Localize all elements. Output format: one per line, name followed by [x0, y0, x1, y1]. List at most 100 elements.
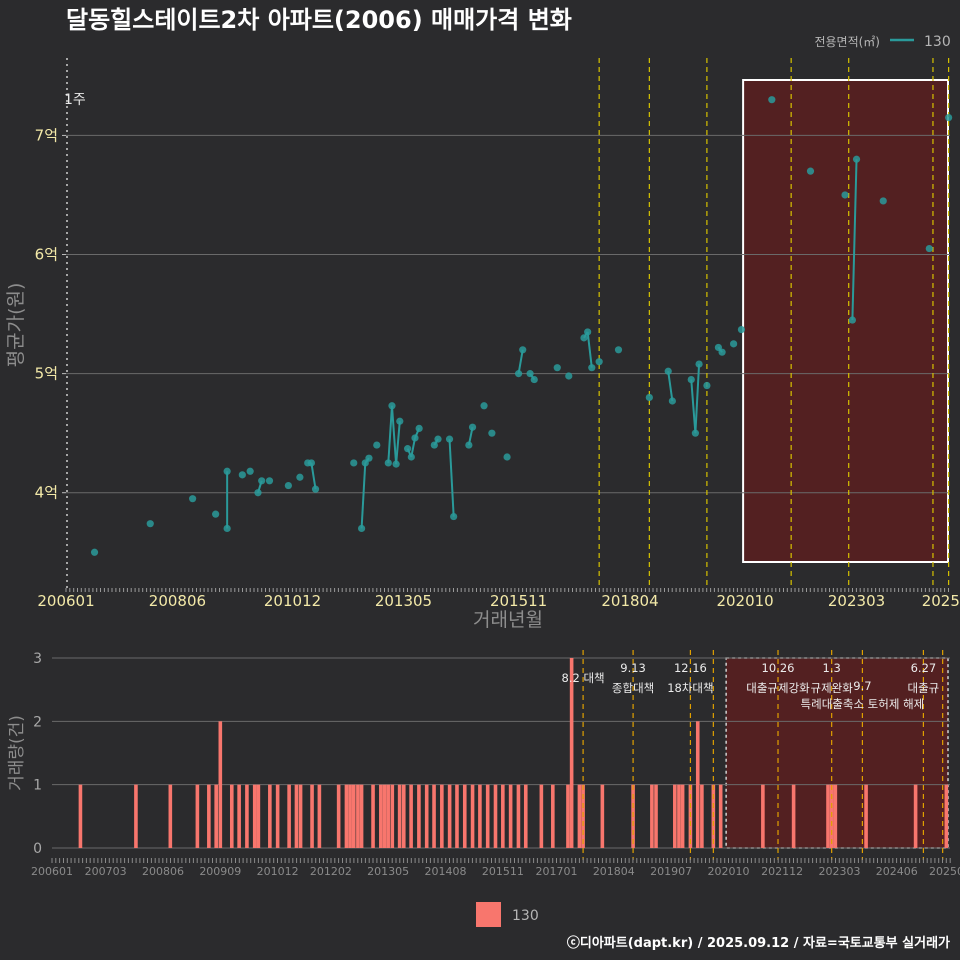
volume-policy-label: 8.2 대책	[562, 671, 605, 685]
volume-bar	[650, 784, 654, 848]
price-xtick-label: 2025	[922, 592, 960, 610]
volume-x-minor-ticks	[51, 858, 951, 863]
volume-bar	[462, 784, 467, 848]
volume-bar	[218, 721, 223, 848]
price-point	[404, 445, 412, 453]
price-point	[350, 459, 358, 467]
volume-bar	[386, 784, 390, 848]
volume-bar	[826, 784, 830, 848]
volume-bar	[677, 784, 681, 848]
price-point	[925, 244, 933, 253]
volume-bar	[577, 784, 582, 848]
volume-bar	[252, 784, 257, 848]
price-point	[357, 524, 366, 533]
volume-x-ticks: 200601 200703 200806 200909 201012 201202 2013…	[31, 858, 960, 878]
volume-bar	[78, 784, 83, 848]
volume-bar	[390, 784, 395, 848]
volume-bar	[673, 784, 677, 848]
price-line-segment	[395, 421, 401, 465]
price-line-segment	[390, 405, 398, 465]
price-point	[553, 364, 561, 372]
volume-bar	[287, 784, 291, 848]
volume-bar	[440, 784, 444, 848]
price-point	[806, 167, 815, 175]
price-line-segment	[586, 331, 593, 368]
volume-policy-name: 규제완화	[811, 681, 854, 695]
volume-xtick-label: 201202	[310, 865, 352, 878]
price-point	[526, 370, 534, 378]
price-point	[687, 375, 695, 384]
volume-bar	[256, 784, 261, 848]
price-point	[415, 424, 423, 433]
price-highlight-box	[742, 79, 949, 563]
volume-bar	[680, 784, 685, 848]
price-point	[407, 453, 415, 461]
price-xtick-label: 202010	[716, 592, 773, 610]
volume-bar	[214, 784, 218, 848]
volume-bar	[432, 784, 436, 848]
volume-policy-date: 12.16	[674, 661, 707, 675]
volume-bar	[351, 784, 356, 848]
volume-policy-date: 9.7	[853, 679, 871, 693]
volume-bar	[654, 784, 658, 848]
volume-bar	[134, 784, 138, 848]
volume-policy-date: 9.13	[620, 661, 646, 675]
volume-xtick-label: 201012	[257, 865, 299, 878]
price-point	[841, 191, 849, 199]
price-point	[392, 460, 400, 468]
volume-bar	[371, 784, 375, 848]
price-point	[737, 325, 746, 334]
price-point	[614, 346, 623, 354]
price-line-segment	[517, 349, 524, 374]
volume-xtick-label: 202112	[761, 865, 803, 878]
volume-bar	[864, 784, 868, 848]
price-point	[258, 477, 266, 485]
price-y-ticks: 4억 5억 6억 7억	[35, 126, 66, 502]
price-x-minor-ticks	[65, 588, 949, 592]
volume-bar	[229, 784, 234, 848]
volume-bar	[409, 784, 413, 848]
price-point	[668, 397, 676, 405]
price-panel: 1주 200601 200806 201012 201305 201511 201804 2…	[5, 58, 960, 631]
price-point	[768, 96, 776, 104]
volume-panel: 8.2 대책 9.13 종합대책 12.16 18차대책 10.26 대출규제강화 1.3 규제…	[7, 650, 960, 878]
volume-bar	[207, 784, 211, 848]
volume-policy-name: 대출규	[908, 681, 940, 695]
volume-ytick-label: 0	[33, 841, 42, 857]
price-point	[434, 435, 442, 443]
price-point	[514, 370, 523, 378]
volume-bar	[944, 784, 949, 848]
volume-bar	[516, 784, 521, 848]
top-legend: 전용면적(㎡) 130	[814, 34, 950, 50]
price-line-segment	[448, 439, 455, 517]
volume-xtick-label: 202508	[929, 865, 960, 878]
legend-series-label: 130	[924, 34, 951, 50]
volume-policy-name: 종합대책	[612, 681, 654, 695]
price-point	[664, 367, 672, 375]
volume-bar	[539, 784, 544, 848]
volume-bar	[379, 784, 383, 848]
price-y-axis-title: 평균가(원)	[5, 283, 27, 368]
volume-bar	[501, 784, 505, 848]
bottom-legend-swatch	[476, 902, 501, 927]
volume-bar	[478, 784, 482, 848]
price-point	[384, 459, 392, 467]
volume-xtick-label: 200601	[31, 865, 73, 878]
volume-xtick-label: 202303	[818, 865, 860, 878]
volume-xtick-label: 200703	[85, 865, 127, 878]
price-series-points	[90, 96, 953, 556]
volume-policy-date: 6.27	[911, 661, 937, 675]
volume-bar	[485, 784, 490, 848]
volume-bar	[237, 784, 241, 848]
volume-bar	[397, 784, 402, 848]
volume-bar	[268, 784, 272, 848]
price-point	[411, 434, 419, 442]
volume-bar	[168, 784, 173, 848]
volume-xtick-label: 200909	[199, 865, 241, 878]
volume-bar	[700, 784, 704, 848]
volume-bar	[294, 784, 299, 848]
price-point	[580, 334, 588, 342]
volume-bar	[359, 784, 364, 848]
price-point	[588, 364, 596, 372]
price-point	[189, 495, 197, 503]
